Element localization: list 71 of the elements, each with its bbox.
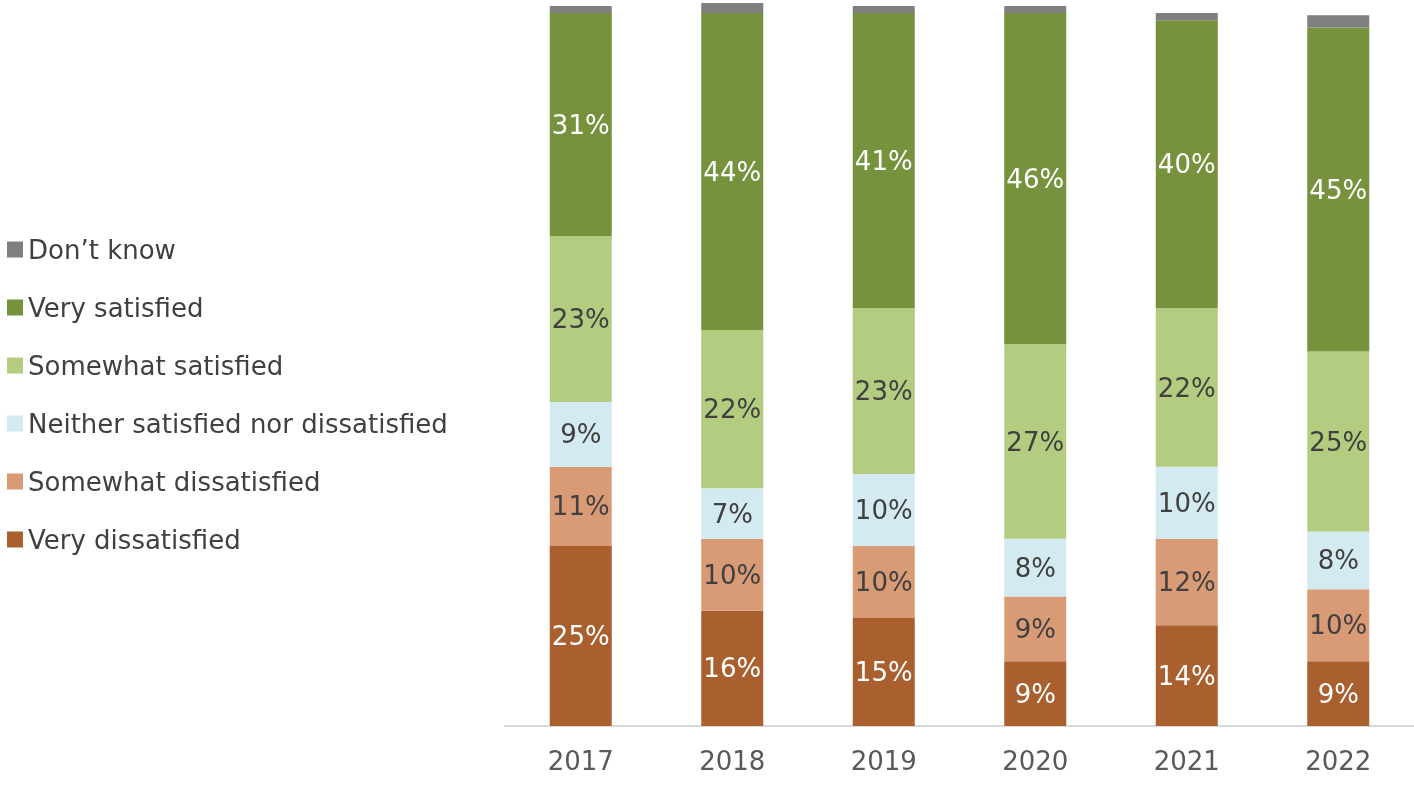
bar (1155, 625, 1218, 726)
data-label: 9% (560, 419, 602, 450)
data-label: 8% (1014, 552, 1056, 583)
x-tick-label: 2018 (699, 746, 766, 776)
data-label: 10% (1157, 487, 1216, 518)
bar (852, 5, 915, 14)
x-tick-label: 2021 (1153, 746, 1220, 776)
data-label: 11% (551, 491, 610, 522)
bar (549, 5, 612, 14)
data-label: 25% (551, 620, 610, 651)
bar (549, 236, 612, 402)
bar (1155, 13, 1218, 21)
bar (1004, 13, 1067, 345)
bar (1307, 351, 1370, 532)
data-label: 9% (1014, 613, 1056, 644)
data-label: 14% (1157, 660, 1216, 691)
x-tick-label: 2019 (850, 746, 917, 776)
bar (549, 401, 612, 467)
x-tick-label: 2020 (1002, 746, 1069, 776)
bar (1004, 661, 1067, 726)
data-label: 9% (1014, 678, 1056, 709)
legend-label: Somewhat satisfied (28, 350, 284, 381)
bar (1004, 5, 1067, 14)
legend-label: Neither satisfied nor dissatisfied (28, 408, 448, 439)
data-label: 25% (1309, 426, 1368, 457)
bar (701, 3, 764, 14)
bar (549, 466, 612, 546)
data-label: 9% (1317, 678, 1359, 709)
bar (701, 488, 764, 539)
data-label: 23% (551, 304, 610, 335)
data-label: 23% (854, 376, 913, 407)
data-label: 10% (703, 559, 762, 590)
data-label: 31% (551, 109, 610, 140)
bar (701, 610, 764, 726)
data-label: 40% (1157, 149, 1216, 180)
bar (1004, 596, 1067, 662)
bar (852, 13, 915, 309)
bar (701, 13, 764, 330)
data-label: 44% (703, 156, 762, 187)
data-label: 27% (1006, 426, 1065, 457)
data-label: 22% (703, 394, 762, 425)
bar (852, 308, 915, 474)
data-label: 7% (711, 498, 753, 529)
bar (1155, 20, 1218, 309)
bar (549, 13, 612, 237)
data-label: 15% (854, 656, 913, 687)
legend-label: Don’t know (28, 234, 176, 265)
data-label: 46% (1006, 163, 1065, 194)
x-tick-label: 2022 (1305, 746, 1372, 776)
bar (1155, 308, 1218, 467)
data-label: 10% (1309, 610, 1368, 641)
bar (1307, 661, 1370, 726)
x-tick-label: 2017 (547, 746, 614, 776)
legend-label: Very dissatisfied (28, 524, 241, 555)
legend-label: Very satisfied (28, 292, 204, 323)
bar (701, 329, 764, 489)
bar (549, 545, 612, 726)
bar (852, 617, 915, 726)
bar (1307, 15, 1370, 28)
bar (1004, 344, 1067, 539)
data-label: 41% (854, 145, 913, 176)
bar (1307, 27, 1370, 352)
data-label: 12% (1157, 566, 1216, 597)
data-label: 8% (1317, 545, 1359, 576)
legend-label: Somewhat dissatisfied (28, 466, 321, 497)
data-label: 16% (703, 653, 762, 684)
data-label: 10% (854, 566, 913, 597)
bar (1155, 538, 1218, 626)
data-label: 45% (1309, 174, 1368, 205)
data-label: 10% (854, 494, 913, 525)
data-label: 22% (1157, 372, 1216, 403)
